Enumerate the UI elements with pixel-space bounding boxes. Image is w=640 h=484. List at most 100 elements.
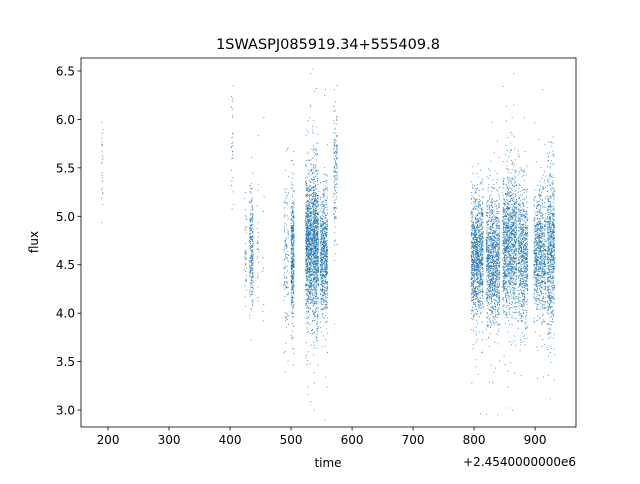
data-point (286, 319, 288, 321)
data-point (257, 255, 259, 257)
data-point (317, 340, 319, 342)
data-point (283, 259, 285, 261)
data-point (482, 243, 484, 245)
data-point (293, 217, 295, 219)
data-point (305, 298, 307, 300)
data-point (250, 205, 252, 207)
data-point (309, 285, 311, 287)
data-point (305, 289, 307, 291)
data-point (293, 204, 295, 206)
data-point (323, 233, 325, 235)
data-point (244, 250, 246, 252)
data-point (307, 204, 309, 206)
data-point (326, 283, 328, 285)
data-point (312, 302, 314, 304)
data-point (323, 301, 325, 303)
data-point (334, 180, 336, 182)
data-point (313, 294, 315, 297)
data-point (245, 275, 247, 277)
data-point (474, 290, 476, 292)
data-point (323, 194, 325, 196)
data-point (306, 240, 308, 242)
data-point (305, 265, 307, 267)
data-point (324, 227, 326, 229)
data-point (252, 303, 254, 305)
data-point (317, 203, 319, 205)
data-point (251, 258, 253, 260)
data-point (325, 189, 327, 191)
data-point (321, 236, 323, 238)
data-point (335, 165, 337, 168)
data-point (252, 244, 254, 247)
data-point (249, 191, 251, 193)
data-point (336, 145, 338, 147)
data-point (474, 222, 476, 224)
data-point (314, 269, 316, 271)
data-point (309, 219, 311, 221)
data-point (252, 288, 254, 290)
data-point (312, 163, 314, 165)
data-point (305, 211, 307, 213)
data-point (313, 201, 315, 203)
data-point (307, 289, 309, 291)
data-point (308, 159, 311, 161)
data-point (335, 116, 338, 119)
data-point (262, 320, 264, 322)
data-point (323, 317, 325, 319)
data-point (497, 343, 499, 345)
data-point (257, 135, 259, 137)
data-point (258, 251, 260, 253)
data-point (292, 364, 294, 366)
data-point (482, 216, 484, 218)
data-point (314, 313, 316, 316)
data-point (314, 295, 316, 298)
data-point (480, 291, 482, 293)
data-point (472, 279, 475, 281)
data-point (472, 306, 474, 308)
data-point (312, 248, 314, 250)
data-point (317, 133, 319, 135)
data-point (312, 264, 314, 266)
data-point (322, 288, 324, 290)
data-point (482, 197, 484, 199)
data-point (321, 265, 323, 267)
data-point (496, 226, 498, 228)
data-point (307, 321, 309, 323)
data-point (312, 333, 314, 335)
data-point (333, 188, 336, 190)
data-point (310, 243, 312, 245)
data-point (309, 205, 311, 207)
data-point (315, 215, 317, 217)
data-point (312, 235, 314, 237)
data-point (475, 295, 477, 297)
data-point (293, 255, 295, 257)
data-point (249, 231, 251, 233)
data-point (472, 225, 474, 227)
data-point (316, 256, 318, 258)
data-point (315, 244, 317, 246)
data-point (495, 182, 497, 184)
data-point (308, 200, 310, 202)
data-point (252, 238, 254, 240)
data-point (317, 218, 319, 220)
data-point (482, 189, 484, 191)
data-point (285, 238, 287, 240)
data-point (291, 295, 293, 298)
data-point (482, 178, 484, 180)
data-point (320, 257, 322, 260)
data-point (495, 268, 497, 270)
data-point (307, 386, 309, 388)
data-point (310, 274, 312, 276)
data-point (249, 291, 251, 293)
data-point (314, 176, 316, 178)
data-point (473, 313, 475, 315)
data-point (316, 234, 318, 236)
data-point (317, 233, 319, 235)
data-point (307, 221, 309, 223)
data-point (476, 241, 478, 243)
data-point (310, 219, 312, 221)
data-point (471, 194, 473, 196)
data-point (492, 277, 494, 279)
data-point (320, 236, 322, 238)
data-point (293, 259, 295, 261)
